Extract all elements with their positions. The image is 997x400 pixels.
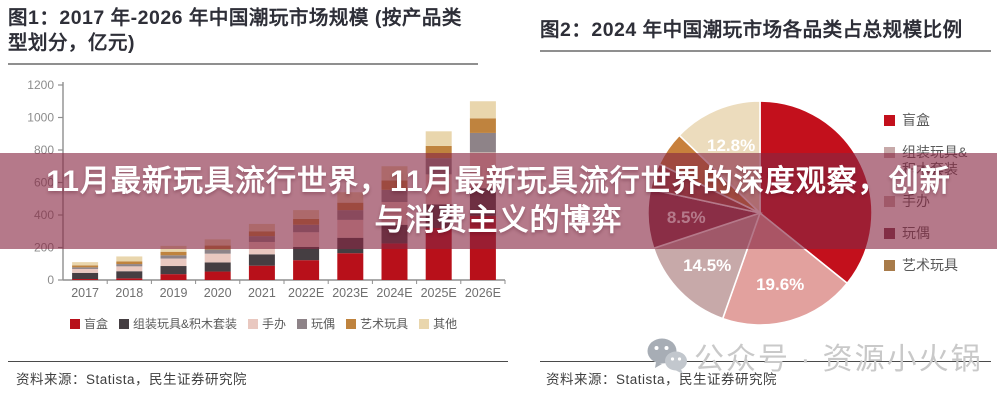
legend-item: 手办 (248, 315, 286, 332)
legend-label: 其他 (433, 317, 458, 331)
legend-swatch (884, 260, 895, 271)
legend-item: 盲盒 (70, 315, 108, 332)
bar-segment (160, 255, 187, 259)
bar-segment (469, 132, 496, 153)
bar-segment (116, 256, 143, 262)
headline-line-1: 11月最新玩具流行世界，11月最新玩具流行世界的深度观察，创新 (46, 165, 951, 198)
watermark-text: 公众号 · 资源小火锅 (694, 343, 983, 376)
bar-category-label: 2025E (421, 286, 457, 300)
bar-segment (248, 265, 275, 280)
figure2-title: 图2：2024 年中国潮玩市场各品类占总规模比例 (540, 18, 991, 52)
bar-category-label: 2022E (288, 286, 324, 300)
legend-swatch (70, 318, 80, 329)
svg-text:1000: 1000 (27, 111, 54, 125)
bar-category-label: 2026E (465, 286, 501, 300)
legend-item: 盲盒 (884, 112, 988, 129)
figure1-source: 资料来源：Statista，民生证券研究院 (16, 372, 248, 387)
bar-segment (72, 267, 99, 269)
bar-segment (204, 249, 231, 254)
legend-swatch (346, 318, 357, 329)
bar-segment (116, 264, 143, 267)
legend-label: 盲盒 (902, 112, 930, 128)
bar-segment (160, 266, 187, 275)
bar-chart-legend: 盲盒 组装玩具&积木套装 手办 玩偶 艺术玩具 其他 (70, 315, 510, 332)
bar-segment (116, 261, 143, 265)
bar-category-label: 2017 (71, 286, 99, 300)
bar-segment (72, 272, 99, 280)
bar-segment (160, 258, 187, 267)
legend-label: 玩偶 (311, 317, 336, 331)
legend-label: 盲盒 (84, 317, 109, 331)
figure2-divider (540, 361, 991, 362)
legend-label: 艺术玩具 (360, 317, 409, 331)
legend-label: 手办 (262, 317, 287, 331)
legend-item: 艺术玩具 (346, 315, 408, 332)
wechat-icon (647, 338, 687, 374)
legend-swatch (419, 318, 430, 329)
bar-segment (72, 265, 99, 268)
legend-swatch (119, 318, 130, 329)
figure2-source: 资料来源：Statista，民生证券研究院 (546, 372, 778, 387)
watermark: 公众号 · 资源小火锅 (646, 334, 983, 378)
bar-segment (116, 278, 143, 280)
bar-segment (425, 131, 452, 146)
bar-segment (116, 266, 143, 272)
bar-category-label: 2020 (204, 286, 232, 300)
legend-swatch (884, 115, 895, 126)
legend-item: 玩偶 (297, 315, 335, 332)
bar-category-label: 2021 (248, 286, 276, 300)
bar-segment (293, 260, 320, 280)
legend-item: 艺术玩具 (884, 257, 988, 274)
figure1-divider (8, 361, 508, 362)
headline-banner: 11月最新玩具流行世界，11月最新玩具流行世界的深度观察，创新 与消费主义的博弈 (0, 153, 997, 249)
bar-segment (160, 274, 187, 280)
bar-segment (337, 253, 364, 280)
legend-item: 其他 (419, 315, 457, 332)
pie-slice-label: 14.5% (683, 256, 731, 275)
legend-label: 艺术玩具 (902, 257, 958, 273)
bar-segment (248, 254, 275, 266)
bar-segment (469, 118, 496, 133)
bar-segment (72, 268, 99, 273)
bar-segment (204, 262, 231, 272)
bar-segment (116, 271, 143, 279)
bar-category-label: 2019 (160, 286, 188, 300)
legend-swatch (884, 147, 895, 158)
legend-swatch (297, 318, 308, 329)
bar-category-label: 2018 (115, 286, 143, 300)
pie-slice-label: 19.6% (756, 275, 804, 294)
legend-label: 组装玩具&积木套装 (133, 317, 238, 331)
bar-category-label: 2023E (332, 286, 368, 300)
legend-swatch (248, 318, 259, 329)
bar-segment (72, 279, 99, 280)
bar-category-label: 2024E (376, 286, 412, 300)
bar-segment (204, 271, 231, 280)
bar-segment (160, 251, 187, 256)
bar-segment (204, 253, 231, 263)
headline-line-2: 与消费主义的博弈 (374, 204, 623, 237)
svg-text:1200: 1200 (27, 78, 54, 92)
legend-item: 组装玩具&积木套装 (119, 315, 237, 332)
bar-segment (72, 262, 99, 266)
bar-segment (469, 101, 496, 119)
figure1-title: 图1：2017 年-2026 年中国潮玩市场规模 (按产品类型划分，亿元) (8, 6, 478, 65)
svg-text:0: 0 (47, 273, 54, 287)
